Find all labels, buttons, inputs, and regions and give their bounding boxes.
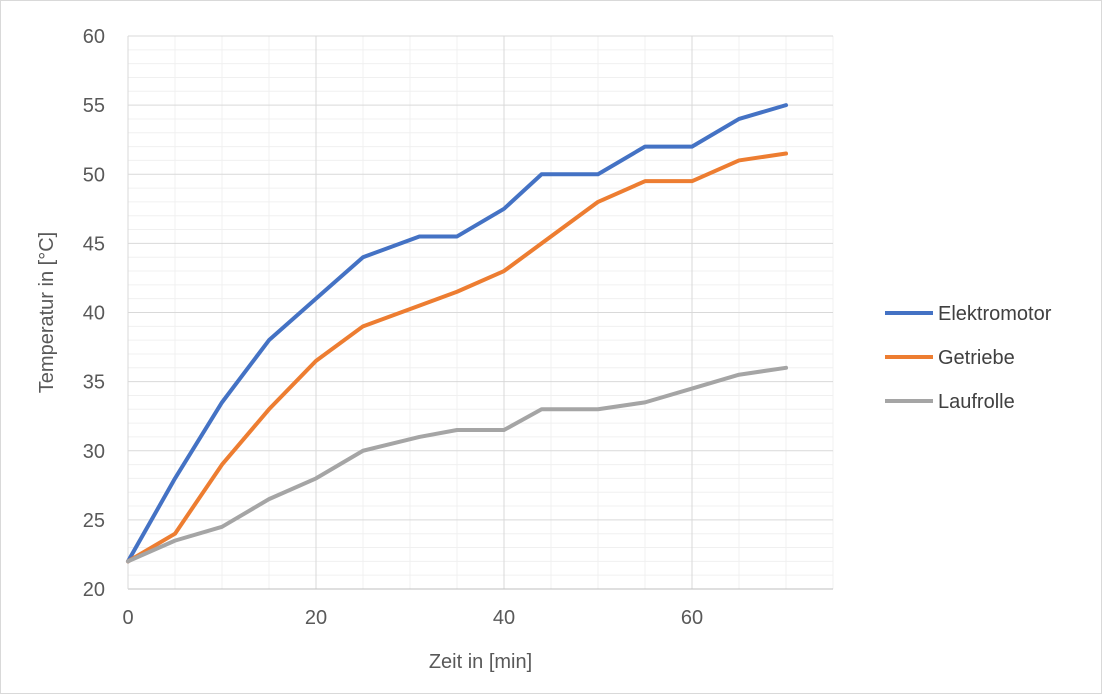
- minor-gridlines: [128, 36, 834, 589]
- x-tick-label: 60: [681, 607, 703, 629]
- series-lines: [126, 103, 788, 564]
- y-tick-label: 35: [83, 372, 105, 394]
- y-tick-label: 45: [83, 233, 105, 255]
- x-axis-title: Zeit in [min]: [429, 651, 532, 673]
- x-tick-labels: 0 20 40 60: [122, 607, 703, 629]
- y-tick-label: 30: [83, 441, 105, 463]
- y-axis-title: Temperatur in [°C]: [36, 232, 58, 393]
- axes: [127, 36, 833, 590]
- y-tick-label: 20: [83, 579, 105, 601]
- legend-label-elektromotor: Elektromotor: [938, 303, 1052, 325]
- x-tick-label: 20: [305, 607, 327, 629]
- y-tick-labels: 20 25 30 35 40 45 50 55 60: [83, 26, 105, 601]
- y-tick-label: 60: [83, 26, 105, 48]
- y-tick-label: 40: [83, 303, 105, 325]
- legend-label-laufrolle: Laufrolle: [938, 391, 1015, 413]
- y-tick-label: 55: [83, 95, 105, 117]
- y-tick-label: 50: [83, 164, 105, 186]
- legend: Elektromotor Getriebe Laufrolle: [885, 303, 1052, 413]
- series-line-elektromotor: [126, 103, 788, 564]
- legend-label-getriebe: Getriebe: [938, 347, 1015, 369]
- series-line-getriebe: [126, 151, 788, 564]
- y-tick-label: 25: [83, 510, 105, 532]
- x-tick-label: 0: [122, 607, 133, 629]
- x-tick-label: 40: [493, 607, 515, 629]
- series-line-laufrolle: [126, 365, 788, 564]
